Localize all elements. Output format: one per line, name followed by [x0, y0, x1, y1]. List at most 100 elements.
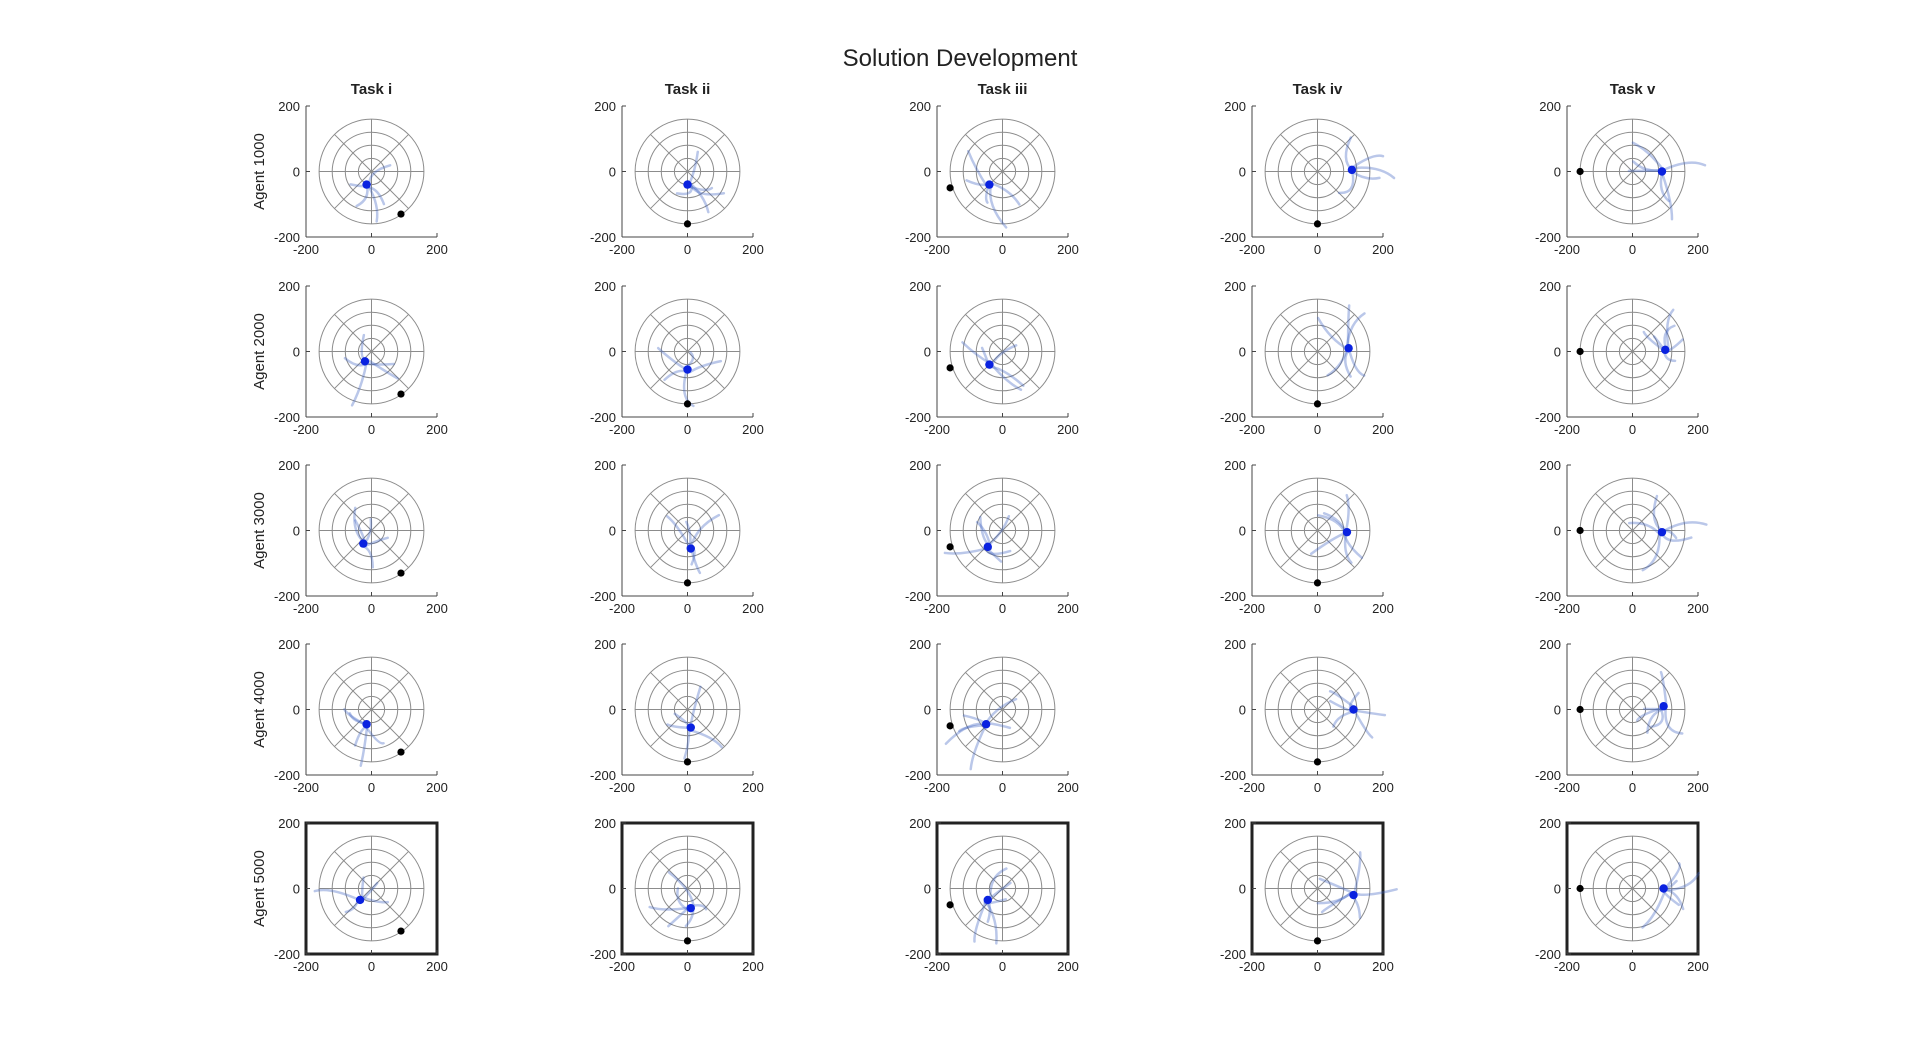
trajectory-path [1659, 172, 1671, 203]
trajectory-path [1316, 891, 1352, 905]
column-title: Task v [1610, 81, 1656, 98]
y-tick-label: -200 [590, 230, 616, 245]
goal-point [946, 543, 954, 551]
trajectory-path [1661, 161, 1707, 172]
y-tick-label: 0 [293, 165, 300, 180]
y-tick-label: 0 [609, 165, 616, 180]
x-tick-label: -200 [924, 242, 950, 257]
trajectory-path [1652, 494, 1662, 531]
y-tick-label: 200 [1539, 637, 1561, 652]
x-tick-label: 200 [742, 780, 764, 795]
agent-point [362, 180, 371, 189]
column-title: Task iv [1293, 81, 1343, 98]
y-tick-label: 200 [278, 458, 300, 473]
trajectory-bundle [1316, 851, 1398, 920]
panel: Agent 4000 -200 0 200 -200 0 200 [251, 637, 448, 795]
goal-point [1313, 220, 1322, 228]
trajectory-bundle [1641, 862, 1700, 929]
y-tick-label: 200 [1224, 279, 1246, 294]
x-tick-label: 200 [1687, 959, 1709, 974]
x-tick-label: -200 [293, 601, 319, 616]
x-tick-label: 200 [426, 422, 448, 437]
x-tick-label: 0 [999, 422, 1006, 437]
trajectory-path [1662, 862, 1682, 891]
y-tick-label: 200 [594, 458, 616, 473]
x-tick-label: 200 [742, 242, 764, 257]
x-tick-label: -200 [1554, 422, 1580, 437]
y-tick-label: -200 [274, 230, 300, 245]
goal-point [397, 390, 405, 398]
y-tick-label: 0 [1554, 524, 1561, 539]
y-tick-label: -200 [274, 768, 300, 783]
agent-point [1349, 705, 1358, 714]
trajectory-path [360, 333, 366, 361]
y-tick-label: 0 [1239, 882, 1246, 897]
y-tick-label: 200 [278, 637, 300, 652]
polar-spoke [334, 672, 409, 747]
row-label: Agent 1000 [251, 133, 268, 210]
panel: Task v -200 0 200 -200 0 200 [1535, 81, 1709, 257]
panel: -200 0 200 -200 0 200 [1535, 637, 1709, 795]
y-tick-label: 200 [594, 279, 616, 294]
agent-point [983, 895, 992, 905]
trajectory-path [1641, 530, 1661, 572]
goal-point [683, 937, 692, 945]
goal-point [1313, 937, 1322, 945]
goal-point [397, 210, 405, 218]
trajectory-path [359, 726, 369, 768]
x-tick-label: -200 [293, 780, 319, 795]
polar-spoke [1280, 672, 1355, 747]
goal-point [397, 927, 405, 935]
y-tick-label: 0 [609, 524, 616, 539]
panel: -200 0 200 -200 0 200 [590, 279, 764, 437]
trajectory-path [1661, 173, 1674, 221]
y-tick-label: -200 [1535, 768, 1561, 783]
x-tick-label: 0 [684, 242, 691, 257]
goal-point [683, 579, 692, 587]
panel: -200 0 200 -200 0 200 [1535, 816, 1709, 974]
x-tick-label: 200 [1372, 601, 1394, 616]
y-tick-label: 200 [1224, 99, 1246, 114]
trajectory-path [1662, 521, 1708, 533]
goal-point [683, 758, 692, 766]
x-tick-label: 0 [999, 242, 1006, 257]
agent-point [1659, 702, 1668, 711]
y-tick-label: -200 [1220, 768, 1246, 783]
trajectory-path [1344, 350, 1352, 378]
goal-point [1576, 167, 1584, 176]
agent-point [985, 180, 994, 189]
trajectory-path [1320, 892, 1352, 914]
x-tick-label: 0 [368, 242, 375, 257]
x-tick-label: -200 [1239, 959, 1265, 974]
y-tick-label: 0 [924, 703, 931, 718]
polar-spoke [1280, 493, 1355, 568]
x-tick-label: 200 [1687, 780, 1709, 795]
y-tick-label: 200 [909, 637, 931, 652]
x-tick-label: 0 [1629, 959, 1636, 974]
x-tick-label: 200 [1057, 242, 1079, 257]
y-tick-label: 200 [594, 99, 616, 114]
goal-point [1576, 347, 1584, 356]
x-tick-label: 200 [1687, 242, 1709, 257]
y-tick-label: 200 [909, 458, 931, 473]
trajectory-path [676, 887, 689, 911]
x-tick-label: 200 [1057, 959, 1079, 974]
x-tick-label: -200 [293, 242, 319, 257]
agent-point [362, 720, 371, 729]
y-tick-label: 0 [1554, 165, 1561, 180]
trajectory-path [689, 513, 721, 551]
x-tick-label: 200 [1687, 601, 1709, 616]
y-tick-label: -200 [1535, 410, 1561, 425]
panel: Agent 3000 -200 0 200 -200 0 200 [251, 458, 448, 616]
agent-point [1657, 167, 1667, 176]
goal-point [683, 220, 692, 228]
x-tick-label: -200 [1554, 242, 1580, 257]
polar-spoke [1280, 851, 1355, 926]
goal-point [946, 364, 954, 372]
polar-spoke [1280, 314, 1355, 389]
trajectory-bundle [675, 150, 726, 214]
panel: -200 0 200 -200 0 200 [1220, 458, 1394, 616]
y-tick-label: 0 [1239, 703, 1246, 718]
x-tick-label: 200 [742, 601, 764, 616]
